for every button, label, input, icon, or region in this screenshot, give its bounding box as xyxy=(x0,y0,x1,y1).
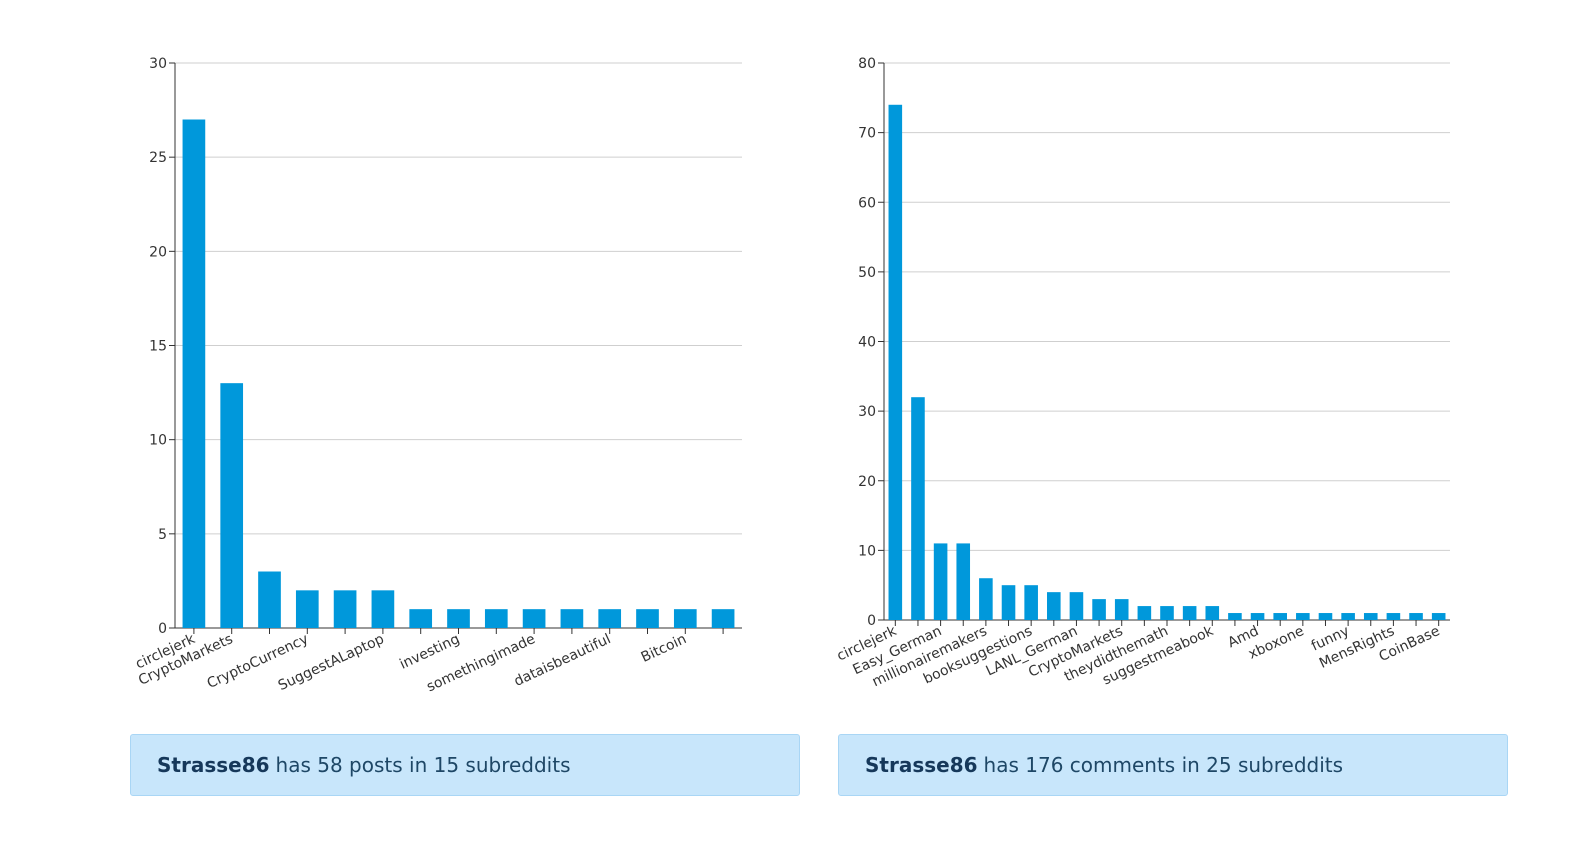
posts-y-tick-label: 15 xyxy=(149,339,167,355)
comments-bar[interactable] xyxy=(1273,613,1287,620)
comments-bar[interactable] xyxy=(1001,585,1016,620)
posts-y-tick-label: 20 xyxy=(149,244,167,260)
posts-bar[interactable] xyxy=(258,571,281,629)
comments-y-tick-label: 60 xyxy=(858,195,876,211)
comments-summary-text: has 176 comments in 25 subreddits xyxy=(983,753,1344,777)
posts-bar[interactable] xyxy=(409,609,433,628)
comments-bar[interactable] xyxy=(1386,613,1401,620)
comments-summary-user[interactable]: Strasse86 xyxy=(865,753,978,777)
posts-summary-box: Strasse86 has 58 posts in 15 subreddits xyxy=(130,734,800,796)
comments-bar[interactable] xyxy=(1363,613,1378,620)
posts-bar[interactable] xyxy=(371,590,395,628)
comments-bar[interactable] xyxy=(933,543,948,620)
posts-bar[interactable] xyxy=(182,119,206,629)
posts-bar[interactable] xyxy=(220,383,244,628)
comments-bar-chart: 01020304050607080circlejerkEasy_Germanmi… xyxy=(835,56,1450,690)
comments-bar[interactable] xyxy=(979,578,993,620)
comments-y-tick-label: 70 xyxy=(858,126,876,142)
posts-summary-user[interactable]: Strasse86 xyxy=(157,753,270,777)
posts-y-tick-label: 5 xyxy=(158,527,167,543)
comments-bar[interactable] xyxy=(1092,599,1106,620)
comments-bar[interactable] xyxy=(1250,613,1265,620)
comments-bar[interactable] xyxy=(888,104,903,620)
posts-bar-chart: 051015202530circlejerkCryptoMarketsCrypt… xyxy=(133,56,742,695)
comments-bar[interactable] xyxy=(1341,613,1355,620)
posts-bar[interactable] xyxy=(484,609,508,628)
comments-bar[interactable] xyxy=(1431,613,1446,620)
comments-bar[interactable] xyxy=(1137,606,1152,620)
comments-y-tick-label: 30 xyxy=(858,404,876,420)
posts-bar[interactable] xyxy=(333,590,357,628)
posts-bar[interactable] xyxy=(598,609,622,628)
comments-y-tick-label: 20 xyxy=(858,474,876,490)
comments-bar[interactable] xyxy=(1160,606,1174,620)
comments-y-tick-label: 10 xyxy=(858,543,876,559)
comments-summary-box: Strasse86 has 176 comments in 25 subredd… xyxy=(838,734,1508,796)
comments-bar[interactable] xyxy=(1228,613,1242,620)
comments-bar[interactable] xyxy=(911,397,925,620)
posts-bar[interactable] xyxy=(636,609,659,628)
posts-bar[interactable] xyxy=(673,609,697,628)
comments-bar[interactable] xyxy=(1296,613,1310,620)
posts-summary-text: has 58 posts in 15 subreddits xyxy=(275,753,571,777)
posts-y-tick-label: 30 xyxy=(149,56,167,72)
posts-bar[interactable] xyxy=(295,590,319,628)
posts-y-tick-label: 0 xyxy=(158,621,167,637)
posts-bar[interactable] xyxy=(522,609,546,628)
posts-y-tick-label: 10 xyxy=(149,433,167,449)
comments-y-tick-label: 50 xyxy=(858,265,876,281)
comments-y-tick-label: 0 xyxy=(867,613,876,629)
posts-y-tick-label: 25 xyxy=(149,150,167,166)
comments-bar[interactable] xyxy=(956,543,971,620)
comments-bar[interactable] xyxy=(1024,585,1038,620)
comments-bar[interactable] xyxy=(1047,592,1061,620)
posts-bar[interactable] xyxy=(560,609,584,628)
comments-y-tick-label: 40 xyxy=(858,335,876,351)
comments-bar[interactable] xyxy=(1182,606,1197,620)
posts-bar[interactable] xyxy=(711,609,735,628)
posts-bar[interactable] xyxy=(447,609,470,628)
comments-bar[interactable] xyxy=(1114,599,1129,620)
comments-bar[interactable] xyxy=(1205,606,1220,620)
comments-bar[interactable] xyxy=(1409,613,1423,620)
comments-bar[interactable] xyxy=(1069,592,1084,620)
comments-y-tick-label: 80 xyxy=(858,56,876,72)
comments-bar[interactable] xyxy=(1318,613,1333,620)
